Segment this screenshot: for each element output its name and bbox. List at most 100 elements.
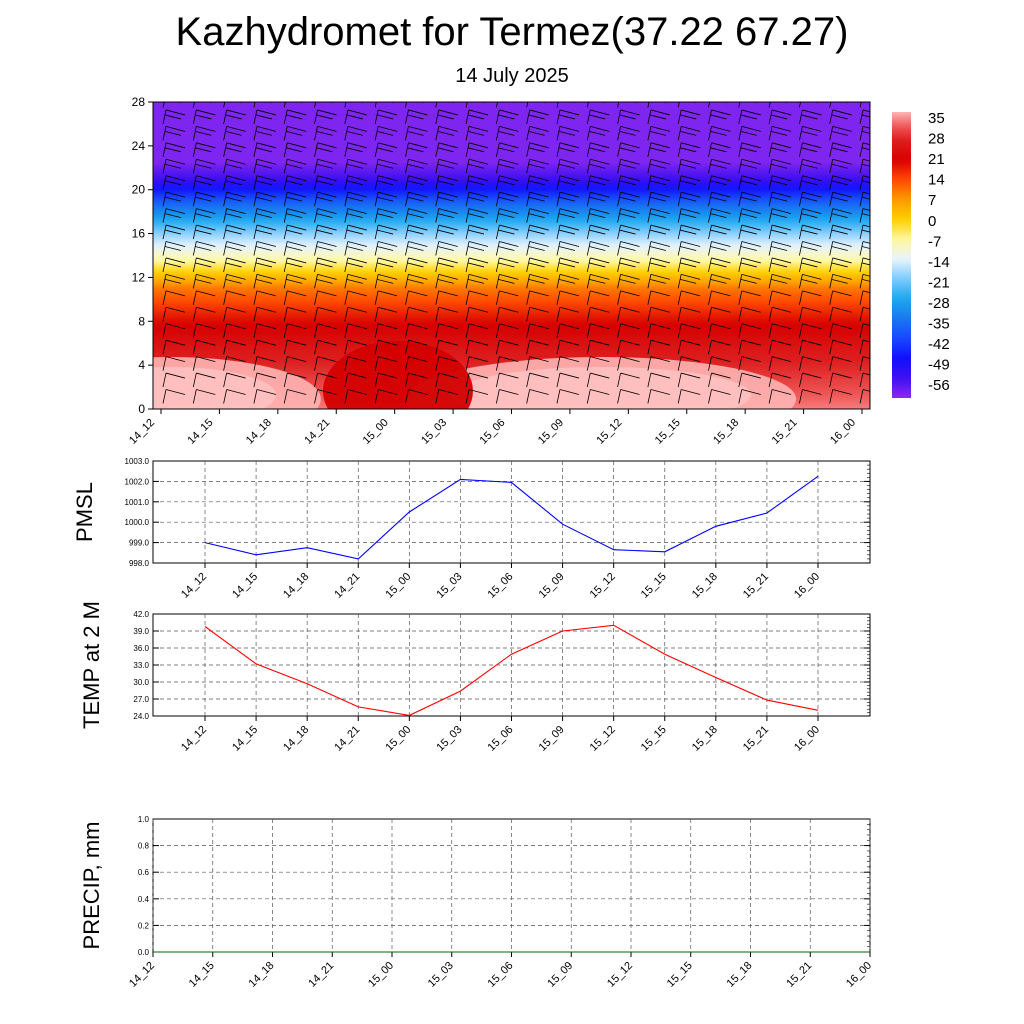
wind-barb	[283, 208, 307, 223]
wind-barb	[192, 175, 216, 190]
wind-barb	[435, 191, 458, 207]
wind-barb	[374, 290, 398, 305]
wind-barb	[223, 323, 246, 338]
wind-barb	[586, 158, 610, 174]
wind-barb	[253, 142, 277, 157]
temp-2m-x-tick-label: 15_18	[690, 724, 720, 754]
wind-barb	[738, 208, 761, 223]
wind-barb	[617, 372, 640, 388]
wind-barb	[465, 274, 489, 289]
wind-barb	[617, 257, 640, 273]
wind-barb	[162, 372, 186, 388]
wind-barb	[162, 323, 186, 338]
wind-barb	[829, 208, 852, 223]
wind-barb	[708, 224, 731, 240]
heatmap-y-tick-label: 4	[138, 358, 145, 372]
wind-barb	[829, 175, 852, 190]
wind-barb	[223, 175, 246, 190]
wind-barb	[708, 274, 731, 289]
wind-barb	[435, 208, 458, 223]
wind-barb	[829, 142, 852, 157]
pmsl-x-tick-label: 16_00	[792, 571, 822, 601]
colorbar-label: -28	[928, 295, 950, 312]
wind-barb	[768, 241, 792, 256]
wind-barb	[677, 125, 701, 141]
wind-barb	[374, 372, 398, 388]
wind-barb	[556, 102, 576, 108]
wind-barb	[859, 290, 870, 305]
pmsl-x-tick-label: 15_06	[486, 571, 516, 601]
wind-barb	[192, 191, 216, 207]
wind-barb	[283, 356, 307, 371]
heatmap-y-tick-label: 8	[138, 314, 145, 328]
wind-barb	[253, 306, 277, 322]
temp-2m-y-tick-label: 30.0	[133, 678, 149, 687]
colorbar-label: -42	[928, 336, 950, 353]
wind-barb	[647, 191, 670, 207]
wind-barb	[677, 191, 701, 207]
wind-barb	[192, 142, 216, 157]
wind-barb	[374, 158, 398, 174]
wind-barb	[586, 175, 610, 190]
wind-barb	[859, 389, 870, 404]
wind-barb	[526, 323, 549, 338]
precip-y-tick-label: 0.8	[138, 842, 150, 851]
wind-barb	[859, 208, 870, 223]
wind-barb	[859, 175, 870, 190]
wind-barb	[435, 290, 458, 305]
wind-barb	[859, 257, 870, 273]
wind-barb	[465, 224, 489, 240]
wind-barb	[253, 175, 277, 190]
wind-barb	[465, 389, 489, 404]
wind-barb	[859, 142, 870, 157]
wind-barb	[314, 356, 337, 371]
wind-barb	[435, 102, 454, 108]
wind-barb	[799, 257, 822, 273]
wind-barb	[374, 339, 398, 355]
wind-barb	[465, 158, 489, 174]
wind-barb	[344, 191, 367, 207]
wind-barb	[435, 142, 458, 157]
wind-barb	[435, 109, 458, 125]
wind-barb	[799, 191, 822, 207]
temp-2m-x-tick-label: 14_18	[281, 724, 311, 754]
wind-barb	[344, 142, 367, 157]
wind-barb	[344, 339, 367, 355]
wind-barb	[799, 142, 822, 157]
wind-barb	[253, 389, 277, 404]
wind-barb	[677, 224, 701, 240]
wind-barb	[192, 257, 216, 273]
wind-barb	[617, 125, 640, 141]
wind-barb	[829, 339, 852, 355]
wind-barb	[253, 191, 277, 207]
wind-barb	[586, 191, 610, 207]
wind-barb	[223, 339, 246, 355]
wind-barb	[708, 290, 731, 305]
wind-barb	[435, 257, 458, 273]
wind-barb	[162, 306, 186, 322]
wind-barb	[738, 191, 761, 207]
wind-barb	[314, 109, 337, 125]
pmsl-x-tick-label: 14_12	[179, 571, 209, 601]
wind-barb	[344, 208, 367, 223]
wind-barb	[829, 257, 852, 273]
wind-barb	[526, 257, 549, 273]
wind-barb	[526, 389, 549, 404]
wind-barb	[829, 323, 852, 338]
wind-barb	[283, 339, 307, 355]
wind-barb	[162, 224, 186, 240]
wind-barb	[435, 241, 458, 256]
precip-y-tick-label: 0.0	[138, 948, 150, 957]
wind-barb	[768, 158, 792, 174]
wind-barb	[435, 372, 458, 388]
wind-barb	[495, 109, 519, 125]
wind-barb	[253, 356, 277, 371]
wind-barb	[859, 158, 870, 174]
wind-barb	[344, 224, 367, 240]
temp-2m-x-tick-label: 15_09	[537, 724, 567, 754]
wind-barb	[586, 372, 610, 388]
wind-barb	[374, 208, 398, 223]
wind-barb	[344, 175, 367, 190]
wind-barb	[405, 290, 428, 305]
wind-barb	[526, 158, 549, 174]
